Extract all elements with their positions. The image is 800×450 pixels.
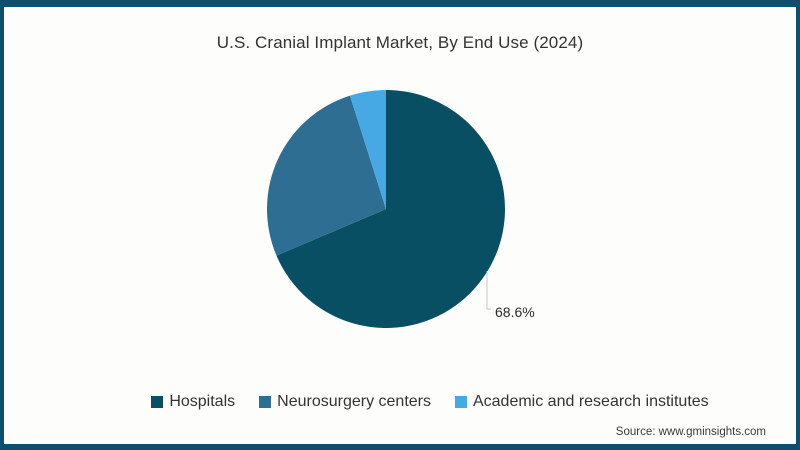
legend-label: Academic and research institutes: [472, 393, 709, 410]
pie-chart: [267, 90, 505, 329]
legend-swatch-hospitals: [151, 396, 164, 408]
pie-slice-neurosurgery-centers: [267, 95, 386, 256]
source-attribution: Source: www.gminsights.com: [615, 426, 766, 438]
chart-title: U.S. Cranial Implant Market, By End Use …: [216, 33, 584, 52]
legend-item-academic-institutes: Academic and research institutes: [454, 393, 709, 411]
legend-item-hospitals: Hospitals: [151, 393, 235, 411]
pie-slice-hospitals: [276, 90, 505, 329]
legend: Hospitals Neurosurgery centers Academic …: [64, 393, 796, 411]
legend-label: Neurosurgery centers: [277, 393, 431, 410]
legend-label: Hospitals: [169, 393, 236, 410]
slice-value-label: 68.6%: [495, 304, 535, 320]
label-leader-line: [486, 271, 491, 310]
legend-swatch-neurosurgery-centers: [259, 396, 272, 408]
legend-swatch-academic-institutes: [454, 396, 467, 408]
pie-slice-academic-and-research-institutes: [349, 90, 386, 209]
legend-item-neurosurgery-centers: Neurosurgery centers: [259, 393, 431, 411]
